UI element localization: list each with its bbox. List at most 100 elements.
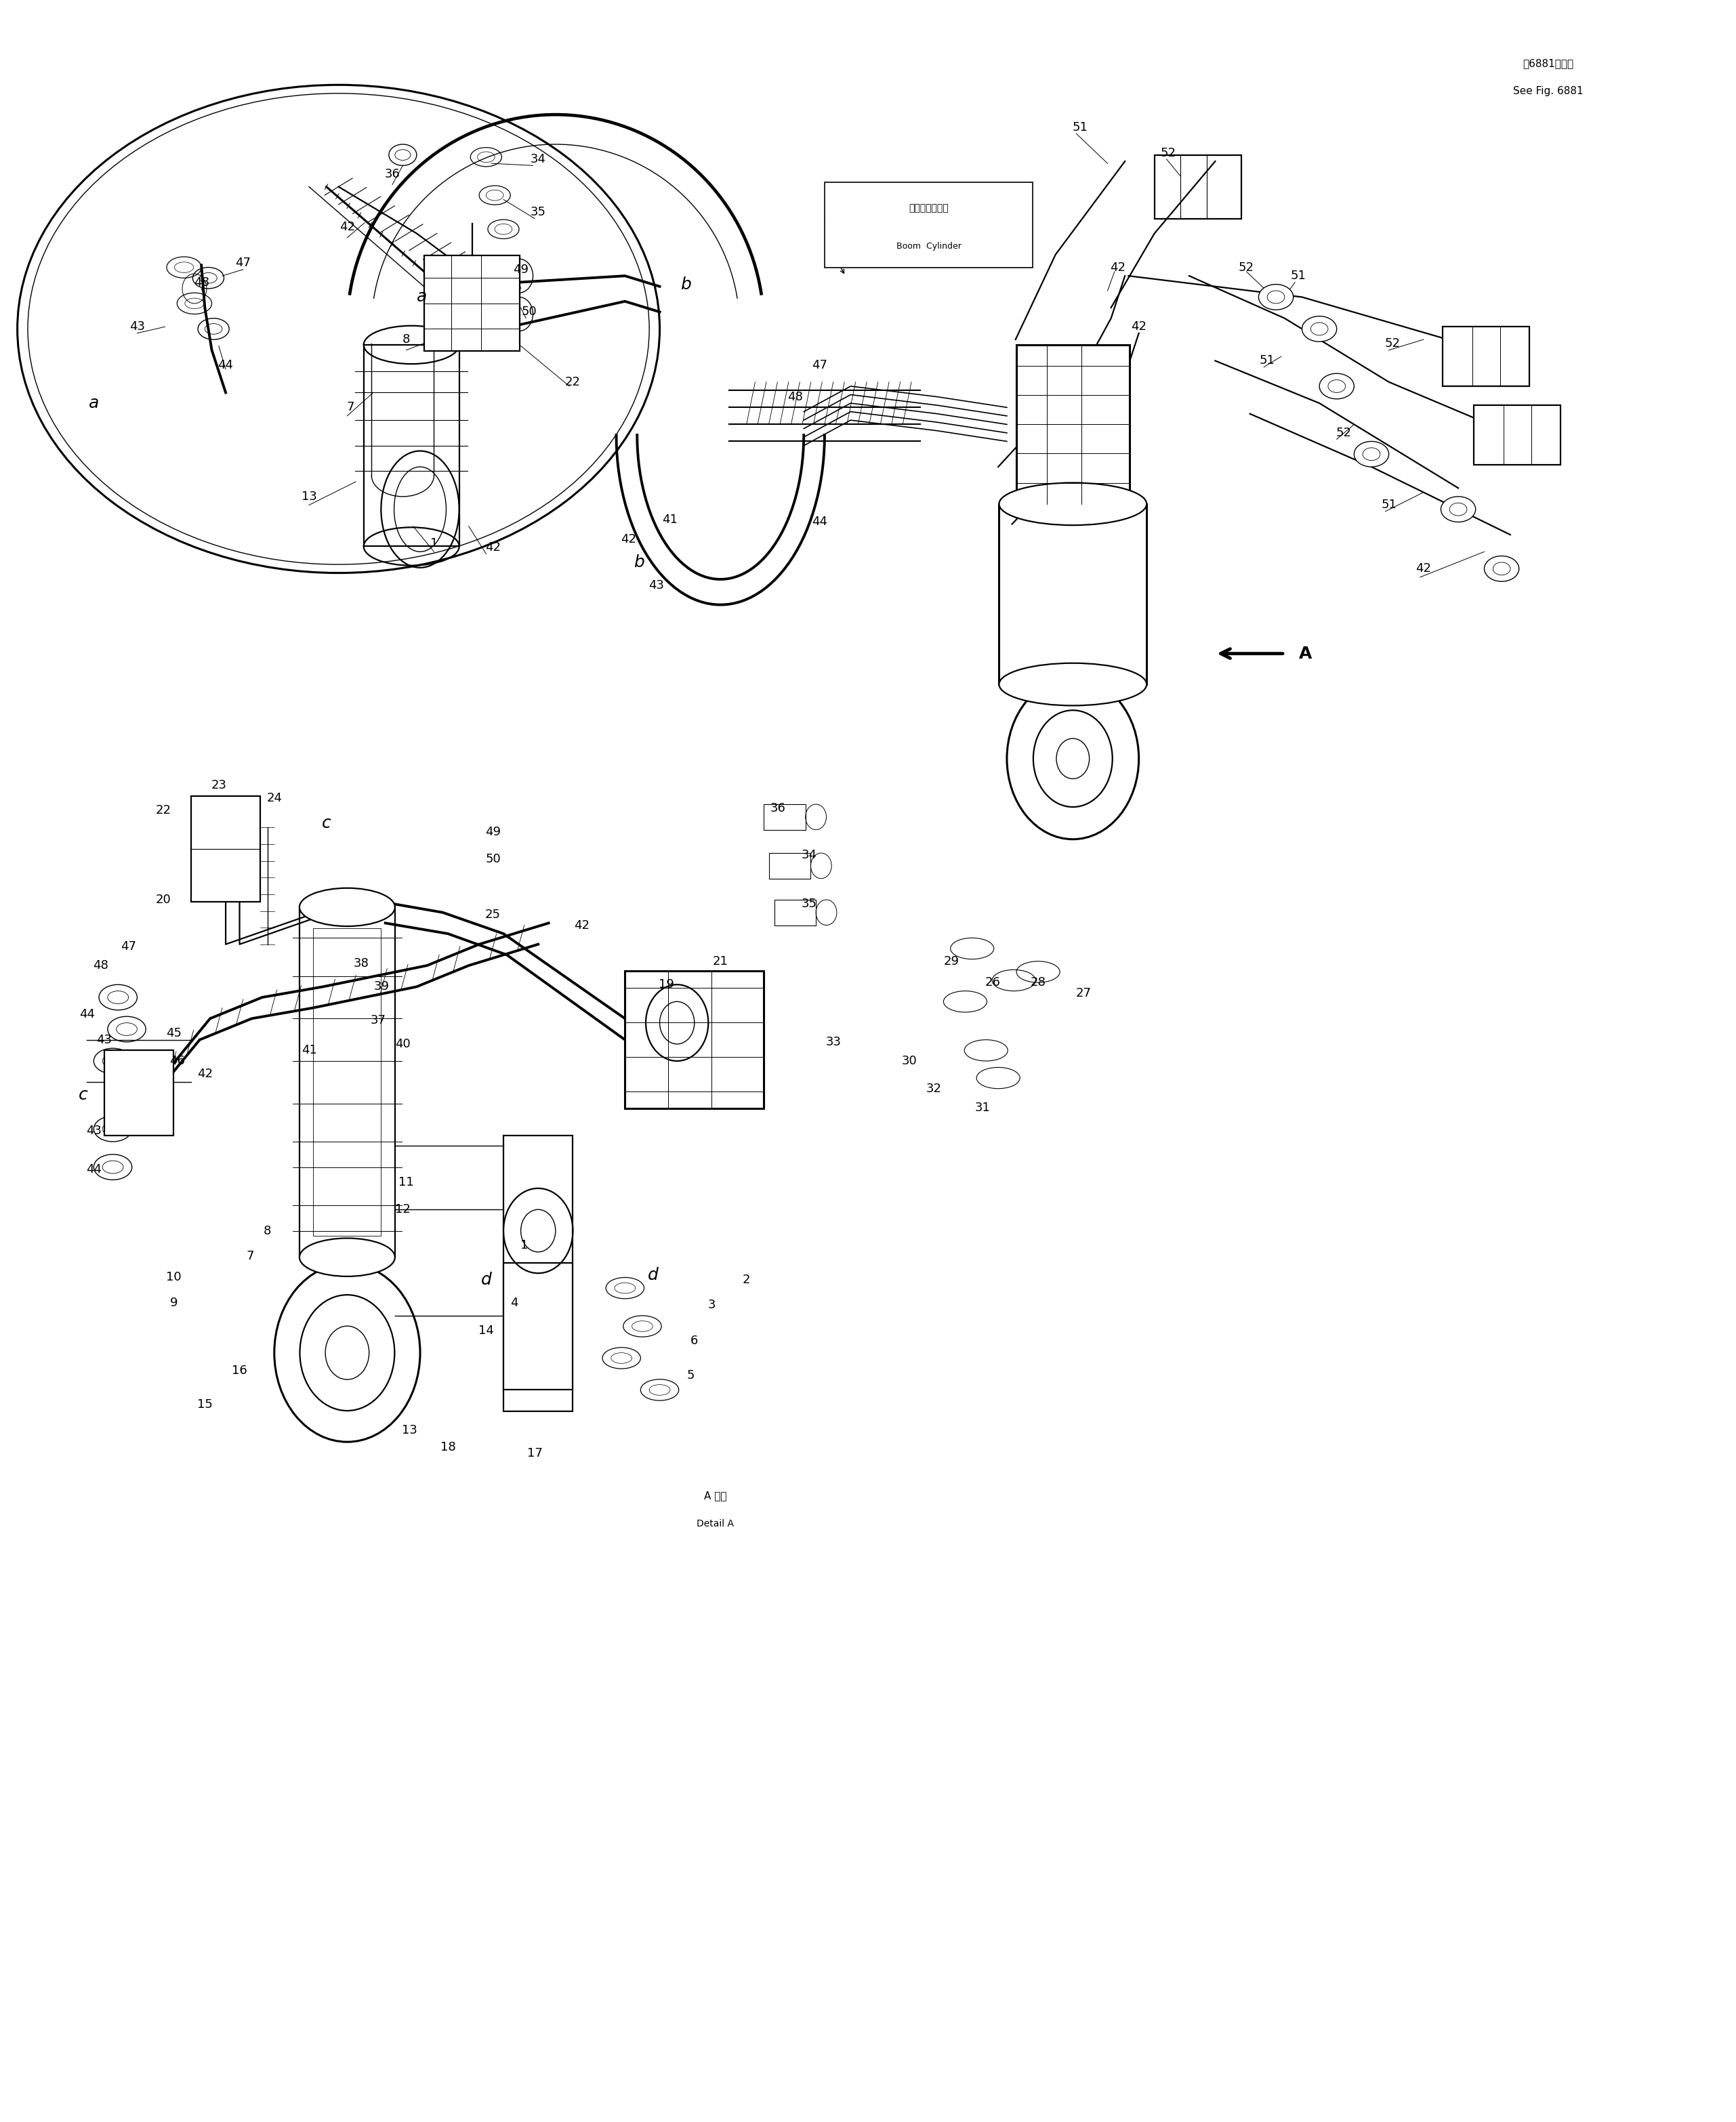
Text: 44: 44: [219, 359, 233, 371]
Text: 26: 26: [986, 976, 1000, 989]
Text: 8: 8: [403, 333, 410, 346]
Text: 20: 20: [156, 893, 170, 906]
Text: 3: 3: [708, 1299, 715, 1311]
Text: 7: 7: [247, 1250, 253, 1263]
Text: 45: 45: [167, 1027, 181, 1040]
Text: 41: 41: [663, 514, 677, 526]
Text: 52: 52: [1385, 337, 1399, 350]
Text: 30: 30: [903, 1055, 917, 1067]
Ellipse shape: [1302, 316, 1337, 342]
Text: 6: 6: [691, 1335, 698, 1347]
Bar: [191, 796, 260, 902]
Bar: [1017, 344, 1130, 503]
Text: b: b: [681, 276, 691, 293]
Text: 24: 24: [267, 792, 281, 804]
Bar: [825, 182, 1033, 267]
Text: 32: 32: [927, 1082, 941, 1095]
Text: 36: 36: [771, 802, 785, 815]
Text: 33: 33: [826, 1036, 840, 1048]
Text: 42: 42: [198, 1067, 212, 1080]
Ellipse shape: [1441, 497, 1476, 522]
Text: 19: 19: [660, 978, 674, 991]
Text: 37: 37: [372, 1014, 385, 1027]
Circle shape: [274, 1263, 420, 1443]
Text: 13: 13: [302, 490, 316, 503]
Text: c: c: [321, 815, 332, 832]
Text: ブームシリンダ: ブームシリンダ: [910, 204, 948, 212]
Text: 47: 47: [122, 940, 135, 953]
Text: 35: 35: [802, 898, 816, 910]
Text: 52: 52: [1240, 261, 1253, 274]
Text: A 詳細: A 詳細: [703, 1492, 727, 1500]
Bar: [503, 1263, 573, 1390]
Text: 51: 51: [1292, 269, 1305, 282]
Text: 39: 39: [375, 980, 389, 993]
Text: 16: 16: [233, 1364, 247, 1377]
Text: 5: 5: [687, 1369, 694, 1381]
Text: 42: 42: [575, 919, 589, 932]
Bar: [1443, 327, 1529, 386]
Text: 50: 50: [523, 306, 536, 318]
Text: 4: 4: [510, 1297, 517, 1309]
Text: 10: 10: [167, 1271, 181, 1284]
Text: 15: 15: [198, 1398, 212, 1411]
Text: 42: 42: [1111, 261, 1125, 274]
Text: 25: 25: [486, 908, 500, 921]
Text: 47: 47: [236, 257, 250, 269]
Text: 1: 1: [521, 1239, 528, 1252]
Ellipse shape: [1354, 441, 1389, 467]
Text: d: d: [481, 1271, 491, 1288]
Bar: [1474, 405, 1561, 465]
Text: 29: 29: [944, 955, 958, 968]
Text: 41: 41: [302, 1044, 316, 1057]
Text: 44: 44: [812, 516, 826, 528]
Text: 49: 49: [486, 825, 500, 838]
Text: 第6881図参照: 第6881図参照: [1522, 59, 1575, 68]
Text: 2: 2: [743, 1273, 750, 1286]
Bar: [503, 1135, 573, 1411]
Text: d: d: [648, 1267, 658, 1284]
Text: 43: 43: [649, 579, 663, 592]
Text: 51: 51: [1260, 354, 1274, 367]
Text: 52: 52: [1161, 146, 1175, 159]
Ellipse shape: [1259, 284, 1293, 310]
Ellipse shape: [299, 887, 396, 925]
Text: 8: 8: [264, 1224, 271, 1237]
Text: 34: 34: [531, 153, 545, 166]
Text: 44: 44: [87, 1163, 101, 1176]
Text: 42: 42: [1417, 562, 1430, 575]
Text: 43: 43: [87, 1125, 101, 1137]
Ellipse shape: [299, 1237, 396, 1277]
Text: 52: 52: [1337, 427, 1351, 439]
Text: 51: 51: [1073, 121, 1087, 134]
Text: 49: 49: [514, 263, 528, 276]
Text: 40: 40: [396, 1038, 410, 1050]
Text: 27: 27: [1076, 987, 1090, 999]
Text: 22: 22: [156, 804, 170, 817]
Text: 42: 42: [340, 221, 354, 233]
Text: 51: 51: [1382, 499, 1396, 511]
Text: 23: 23: [212, 779, 226, 792]
Text: b: b: [634, 554, 644, 571]
Bar: [314, 929, 382, 1235]
Text: 43: 43: [130, 320, 144, 333]
Bar: [425, 255, 521, 350]
Text: 42: 42: [486, 541, 500, 554]
Text: Detail A: Detail A: [696, 1519, 734, 1528]
Text: 17: 17: [528, 1447, 542, 1460]
Text: a: a: [89, 395, 99, 412]
Text: 48: 48: [194, 276, 208, 289]
Text: 42: 42: [621, 533, 635, 545]
Text: 22: 22: [566, 376, 580, 388]
Ellipse shape: [1000, 484, 1146, 526]
Text: a: a: [417, 289, 427, 306]
Text: 7: 7: [347, 401, 354, 414]
Text: 50: 50: [486, 853, 500, 866]
Text: See Fig. 6881: See Fig. 6881: [1514, 87, 1583, 95]
Ellipse shape: [1319, 373, 1354, 399]
Bar: [365, 344, 460, 545]
Text: 21: 21: [713, 955, 727, 968]
Text: 11: 11: [399, 1176, 413, 1188]
Bar: [625, 970, 764, 1108]
Text: 1: 1: [431, 537, 437, 550]
